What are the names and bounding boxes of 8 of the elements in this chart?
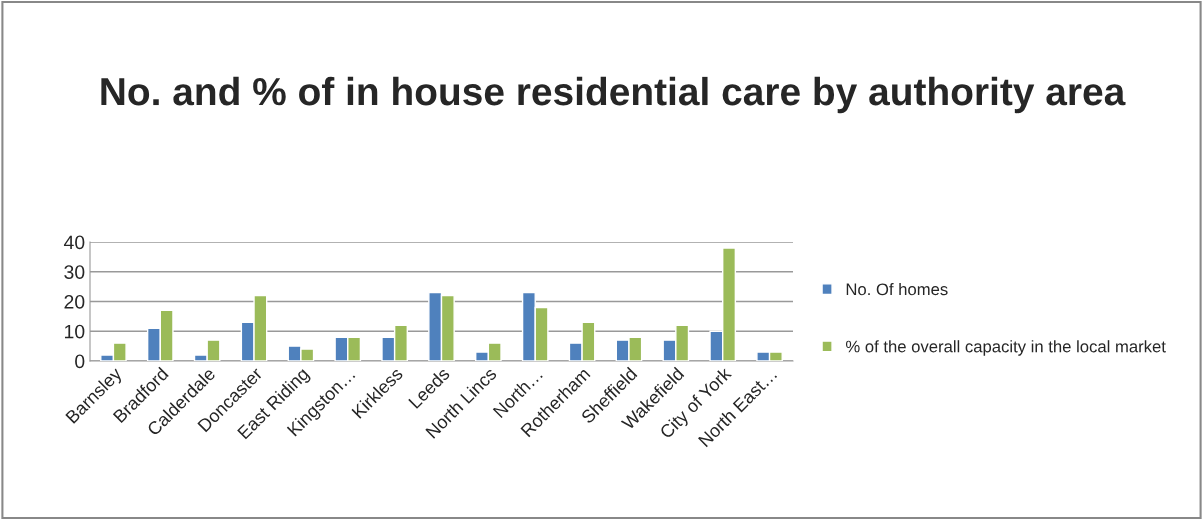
y-tick-label: 20 <box>64 294 85 309</box>
legend-label: No. Of homes <box>846 282 948 296</box>
y-tick-label: 10 <box>65 324 85 339</box>
legend-label: % of the overall capacity in the local market <box>845 340 1166 356</box>
chart-title: No. and % of in house residential care by authority area <box>101 76 1126 114</box>
y-tick-label: 30 <box>64 265 85 279</box>
y-tick-label: 40 <box>63 235 85 250</box>
y-tick-label: 0 <box>75 354 85 369</box>
